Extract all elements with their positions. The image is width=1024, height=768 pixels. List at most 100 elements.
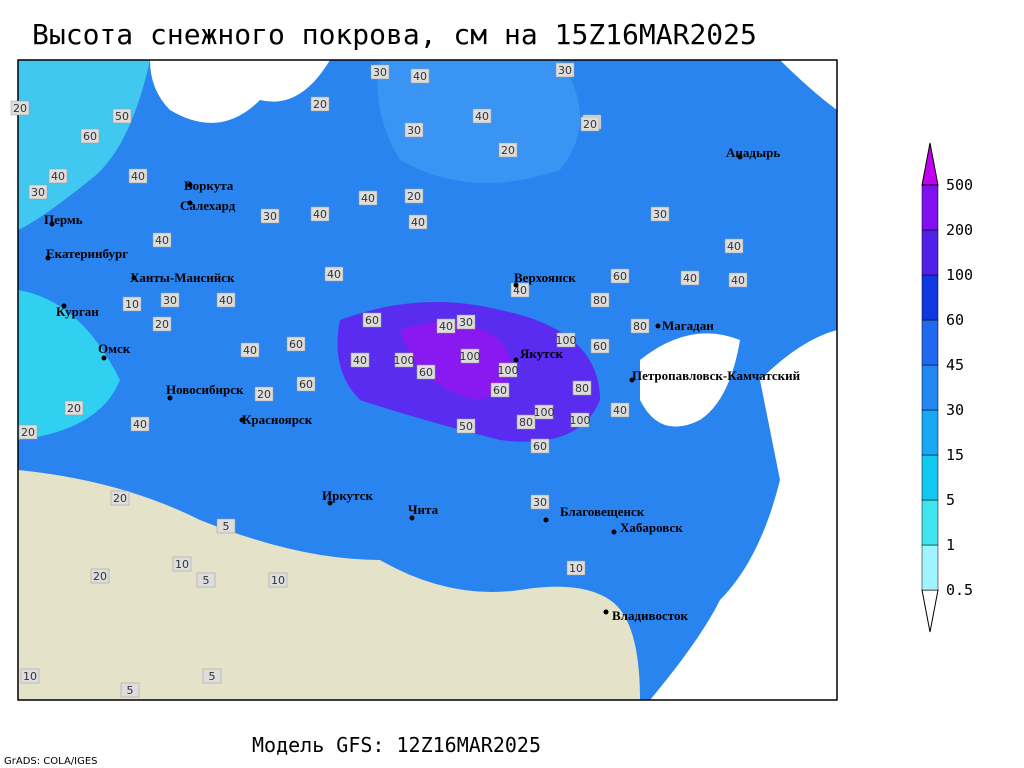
legend-swatch (921, 409, 939, 456)
legend-label: 60 (946, 311, 964, 329)
legend-swatch (921, 364, 939, 411)
contour-label: 60 (419, 366, 433, 379)
contour-label: 40 (475, 110, 489, 123)
contour-label-box (240, 342, 260, 358)
contour-label-box (324, 266, 344, 282)
contour-label-box (534, 404, 554, 420)
contour-label: 30 (558, 64, 572, 77)
legend-label: 100 (946, 266, 973, 284)
city-marker (513, 357, 519, 363)
city-marker (603, 609, 609, 615)
credit: GrADS: COLA/IGES (4, 756, 98, 767)
contour-label-box (456, 314, 476, 330)
contour-label: 40 (327, 268, 341, 281)
contour-label-box (416, 364, 436, 380)
city-marker (187, 182, 193, 188)
city-marker (513, 282, 519, 288)
contour-label: 20 (93, 570, 107, 583)
contour-label: 40 (313, 208, 327, 221)
sea (640, 333, 740, 427)
contour-label: 40 (439, 320, 453, 333)
legend-label: 200 (946, 221, 973, 239)
contour-label-box (370, 64, 390, 80)
contour-label: 100 (570, 414, 591, 427)
contour-label: 80 (593, 294, 607, 307)
contour-label: 100 (556, 334, 577, 347)
legend-label: 15 (946, 446, 964, 464)
contour-label-box (610, 268, 630, 284)
contour-label: 80 (575, 382, 589, 395)
contour-label-box (472, 108, 492, 124)
contour-label-box (590, 338, 610, 354)
contour-label-box (680, 270, 700, 286)
contour-label-box (556, 332, 576, 348)
city-marker (543, 517, 549, 523)
land-no-snow (18, 470, 610, 700)
city-label: Красноярск (242, 412, 313, 427)
city-label: Ханты-Мансийск (130, 270, 235, 285)
contour-label-box (128, 168, 148, 184)
contour-label-box (152, 232, 172, 248)
city-label: Магадан (662, 318, 714, 333)
sea (150, 60, 330, 123)
legend-label: 45 (946, 356, 964, 374)
contour-label-box (358, 190, 378, 206)
legend-swatch (921, 274, 939, 321)
contour-label: 20 (501, 144, 515, 157)
shallow-snow (18, 290, 120, 440)
land-no-snow (610, 600, 640, 700)
contour-label-box (566, 560, 586, 576)
contour-label: 30 (373, 66, 387, 79)
contour-label-box (254, 386, 274, 402)
contour-label: 30 (653, 208, 667, 221)
contour-label-box (650, 206, 670, 222)
city-label: Верхоянск (514, 270, 576, 285)
contour-label: 100 (460, 350, 481, 363)
contour-label-box (310, 206, 330, 222)
contour-label: 10 (125, 298, 139, 311)
contour-label-box (572, 380, 592, 396)
contour-label-box (394, 352, 414, 368)
city-label: Новосибирск (166, 382, 244, 397)
contour-label: 40 (131, 170, 145, 183)
contour-label: 30 (263, 210, 277, 223)
contour-label-box (64, 400, 84, 416)
legend-swatch (921, 589, 939, 633)
contour-label: 5 (203, 574, 210, 587)
contour-label-box (408, 214, 428, 230)
city-label: Хабаровск (620, 520, 683, 535)
contour-label-box (10, 100, 30, 116)
map-frame (17, 59, 838, 701)
city-label: Благовещенск (560, 504, 645, 519)
contour-label-box (590, 292, 610, 308)
contour-label: 100 (394, 354, 415, 367)
contour-label-box (120, 682, 140, 698)
contour-label-box (216, 518, 236, 534)
city-label: Чита (408, 502, 439, 517)
contour-label-box (555, 62, 575, 78)
contour-label-box (530, 438, 550, 454)
city-label: Омск (98, 341, 131, 356)
contour-label: 60 (533, 440, 547, 453)
city-marker (409, 515, 415, 521)
contour-label-box (196, 572, 216, 588)
contour-label-box (18, 424, 38, 440)
contour-label-box (20, 668, 40, 684)
contour-label: 60 (613, 270, 627, 283)
contour-label: 30 (533, 496, 547, 509)
contour-label: 60 (83, 130, 97, 143)
contour-label: 30 (407, 124, 421, 137)
contour-label: 10 (175, 558, 189, 571)
contour-label: 40 (155, 234, 169, 247)
contour-label: 5 (209, 670, 216, 683)
legend-swatch (921, 499, 939, 546)
contour-label: 20 (313, 98, 327, 111)
city-label: Екатеринбург (46, 246, 128, 261)
legend-label: 1 (946, 536, 955, 554)
legend-swatch (921, 454, 939, 501)
legend-label: 500 (946, 176, 973, 194)
legend-label: 5 (946, 491, 955, 509)
city-marker (655, 323, 661, 329)
sea (780, 60, 837, 110)
